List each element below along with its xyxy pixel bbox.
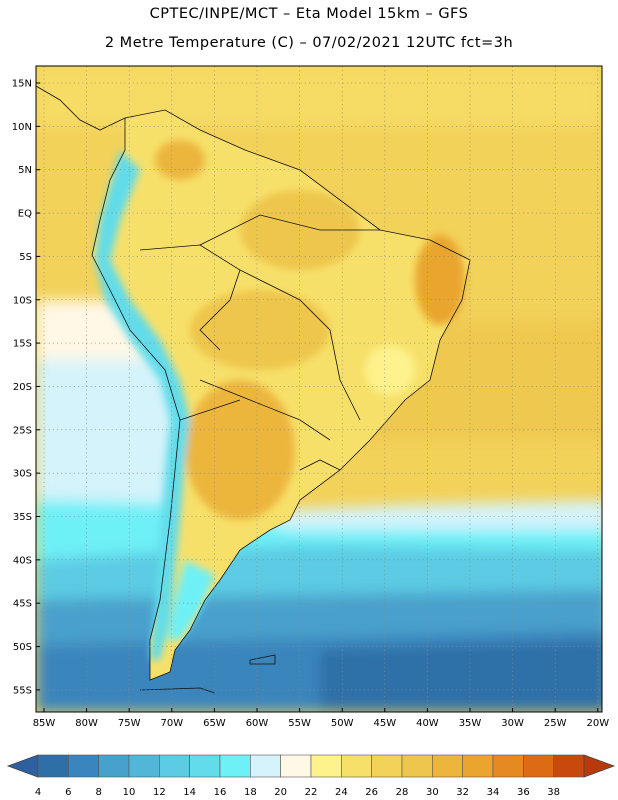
colorbar-swatch <box>401 754 433 778</box>
colorbar-swatch <box>219 754 251 778</box>
colorbar-swatch <box>341 754 372 778</box>
lat-label: 5S <box>19 252 32 263</box>
lon-label: 45W <box>373 718 396 729</box>
lat-label: 10N <box>12 122 32 133</box>
lon-label: 80W <box>75 718 98 729</box>
colorbar-tick-label: 26 <box>365 787 378 798</box>
colorbar-tick-label: 18 <box>244 787 257 798</box>
lon-label: 65W <box>203 718 226 729</box>
colorbar-tick-label: 22 <box>305 787 318 798</box>
lon-label: 35W <box>459 718 482 729</box>
lat-label: 5N <box>18 165 32 176</box>
lat-label: 10S <box>13 295 32 306</box>
colorbar-tick-label: 34 <box>487 787 500 798</box>
lon-label: 85W <box>33 718 56 729</box>
colorbar-swatch <box>128 754 160 778</box>
colorbar-tick-label: 20 <box>274 787 287 798</box>
colorbar-swatch <box>37 754 69 778</box>
lat-label: EQ <box>18 209 32 220</box>
lat-label: 30S <box>13 469 32 480</box>
lat-label: 55S <box>13 685 32 696</box>
colorbar-swatch <box>462 754 494 778</box>
map-title: CPTEC/INPE/MCT – Eta Model 15km – GFS <box>149 6 469 22</box>
colorbar-tick-label: 4 <box>35 787 41 798</box>
lon-label: 20W <box>586 718 609 729</box>
colorbar-swatch <box>492 754 524 778</box>
lat-label: 20S <box>13 382 32 393</box>
colorbar-legend: 4 6 8 10 12 14 16 18 20 22 24 26 28 30 32 34 36 38 <box>6 754 616 798</box>
lon-label: 40W <box>416 718 439 729</box>
colorbar-swatch <box>310 754 342 778</box>
colorbar-tick-label: 6 <box>65 787 71 798</box>
longitude-axis: 85W 80W 75W 70W 65W 60W 55W 50W 45W 40W 35W 30W 25W 2… <box>33 708 609 729</box>
lat-label: 50S <box>13 642 32 653</box>
lat-label: 25S <box>13 425 32 436</box>
graticule <box>36 66 602 712</box>
lat-label: 15N <box>12 79 32 90</box>
colorbar-tick-label: 12 <box>153 787 166 798</box>
colorbar-tick-label: 30 <box>426 787 439 798</box>
colorbar-tick-label: 36 <box>517 787 530 798</box>
lon-label: 30W <box>501 718 524 729</box>
lat-label: 15S <box>13 339 32 350</box>
colorbar-tick-label: 32 <box>456 787 469 798</box>
lat-label: 35S <box>13 512 32 523</box>
colorbar-tick-label: 24 <box>335 787 348 798</box>
colorbar-high-arrow <box>583 754 616 778</box>
colorbar-low-arrow <box>6 754 39 778</box>
colorbar-swatch <box>189 754 221 778</box>
colorbar-swatch <box>553 754 585 778</box>
lon-label: 55W <box>288 718 311 729</box>
south-america-land <box>92 110 470 680</box>
colorbar-swatch <box>98 754 130 778</box>
lon-label: 60W <box>246 718 269 729</box>
lat-label: 40S <box>13 555 32 566</box>
colorbar-swatch <box>159 754 190 778</box>
map-frame <box>35 65 603 713</box>
lon-label: 25W <box>544 718 567 729</box>
map-subtitle: 2 Metre Temperature (C) – 07/02/2021 12U… <box>104 35 514 51</box>
lon-label: 70W <box>160 718 183 729</box>
colorbar-tick-label: 16 <box>214 787 227 798</box>
colorbar-swatch <box>523 754 554 778</box>
lon-label: 50W <box>331 718 354 729</box>
lat-label: 45S <box>13 599 32 610</box>
colorbar-tick-label: 10 <box>123 787 136 798</box>
colorbar-tick-label: 8 <box>95 787 101 798</box>
colorbar-tick-label: 38 <box>547 787 560 798</box>
colorbar-swatch <box>280 754 312 778</box>
colorbar-swatch <box>371 754 403 778</box>
colorbar-swatch <box>68 754 99 778</box>
lon-label: 75W <box>118 718 141 729</box>
colorbar-tick-label: 14 <box>183 787 196 798</box>
colorbar-swatch <box>432 754 463 778</box>
temperature-field <box>36 66 602 712</box>
colorbar-swatch <box>250 754 281 778</box>
latitude-axis: 15N 10N 5N EQ 5S 10S 15S 20S 25S 30S 35S 40S 45S 50S 5… <box>12 79 40 696</box>
colorbar-tick-label: 28 <box>396 787 409 798</box>
